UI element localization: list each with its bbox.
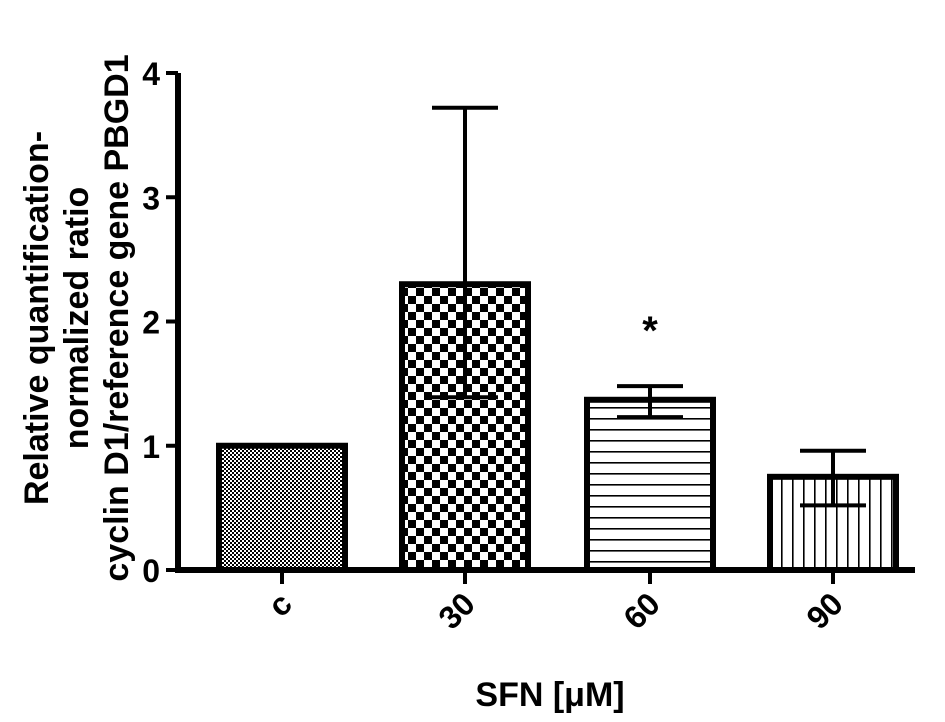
- x-tick-label: c: [261, 585, 299, 623]
- x-tick-label: 90: [799, 585, 850, 636]
- error-bar-30: [432, 105, 498, 400]
- significance-marker: *: [642, 309, 658, 353]
- error-bar-60: [617, 384, 683, 420]
- x-axis-label: SFN [μM]: [475, 676, 624, 714]
- y-tick-label: 0: [142, 553, 160, 589]
- y-axis-label-line-3: cyclin D1/reference gene PBGD1: [98, 54, 136, 581]
- error-bar-90: [800, 448, 866, 508]
- y-tick-label: 2: [142, 305, 160, 341]
- y-tick-label: 4: [142, 56, 160, 92]
- y-axis-label-line-2: normalized ratio: [58, 187, 96, 450]
- bar-60: [584, 396, 716, 573]
- x-tick-label: 30: [431, 585, 482, 636]
- y-tick-label: 1: [142, 429, 160, 465]
- bar-c: [216, 442, 348, 573]
- y-tick-label: 3: [142, 180, 160, 216]
- y-axis-label: Relative quantification- normalized rati…: [18, 54, 136, 581]
- y-axis-label-line-1: Relative quantification-: [18, 131, 56, 505]
- x-tick-label: 60: [616, 585, 667, 636]
